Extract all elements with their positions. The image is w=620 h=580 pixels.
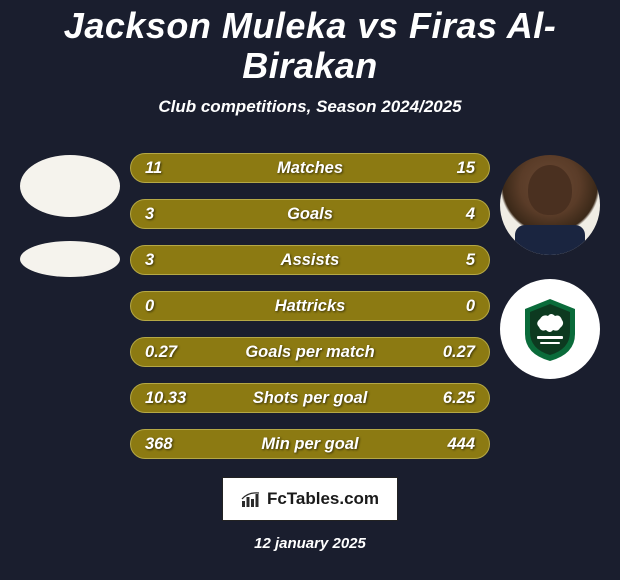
stat-label: Min per goal (261, 435, 358, 454)
content-row: 11 Matches 15 3 Goals 4 3 Assists 5 0 Ha… (0, 153, 620, 459)
page-title: Jackson Muleka vs Firas Al-Birakan (0, 6, 620, 85)
date-text: 12 january 2025 (254, 535, 366, 552)
stat-right-value: 444 (425, 435, 475, 454)
player2-avatar (500, 155, 600, 255)
stat-right-value: 15 (425, 159, 475, 178)
stat-row: 10.33 Shots per goal 6.25 (130, 383, 490, 413)
stat-right-value: 4 (425, 205, 475, 224)
stat-label: Goals (287, 205, 333, 224)
stat-row: 3 Goals 4 (130, 199, 490, 229)
footer: FcTables.com 12 january 2025 (222, 477, 398, 552)
stat-label: Shots per goal (253, 389, 368, 408)
root-container: Jackson Muleka vs Firas Al-Birakan Club … (0, 0, 620, 580)
stat-row: 368 Min per goal 444 (130, 429, 490, 459)
stat-right-value: 0.27 (425, 343, 475, 362)
player1-team-logo-placeholder (20, 241, 120, 277)
stat-left-value: 3 (145, 205, 195, 224)
stat-label: Goals per match (245, 343, 374, 362)
chart-icon (241, 489, 261, 509)
team-crest-icon (515, 294, 585, 364)
stat-right-value: 5 (425, 251, 475, 270)
stat-left-value: 0.27 (145, 343, 195, 362)
stat-row: 0.27 Goals per match 0.27 (130, 337, 490, 367)
stat-row: 11 Matches 15 (130, 153, 490, 183)
stat-label: Hattricks (275, 297, 346, 316)
brand-logo-box: FcTables.com (222, 477, 398, 521)
stat-left-value: 0 (145, 297, 195, 316)
stat-row: 3 Assists 5 (130, 245, 490, 275)
stat-right-value: 0 (425, 297, 475, 316)
stats-list: 11 Matches 15 3 Goals 4 3 Assists 5 0 Ha… (130, 153, 490, 459)
stat-left-value: 368 (145, 435, 195, 454)
stat-left-value: 10.33 (145, 389, 195, 408)
player-right-column (490, 153, 610, 459)
player-left-column (10, 153, 130, 459)
stat-left-value: 3 (145, 251, 195, 270)
brand-text: FcTables.com (267, 489, 379, 509)
stat-label: Assists (281, 251, 340, 270)
stat-label: Matches (277, 159, 343, 178)
stat-right-value: 6.25 (425, 389, 475, 408)
player1-avatar-placeholder (20, 155, 120, 217)
player2-team-crest (500, 279, 600, 379)
page-subtitle: Club competitions, Season 2024/2025 (158, 97, 461, 117)
stat-row: 0 Hattricks 0 (130, 291, 490, 321)
stat-left-value: 11 (145, 159, 195, 178)
